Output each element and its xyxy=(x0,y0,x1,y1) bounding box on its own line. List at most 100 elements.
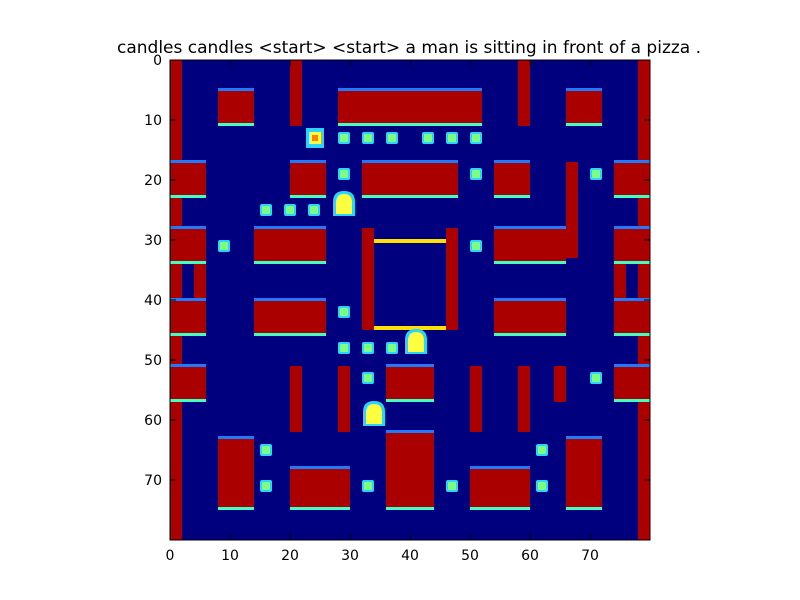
pellet xyxy=(448,134,456,142)
wall-block xyxy=(518,366,530,432)
x-tick-label: 20 xyxy=(281,548,299,564)
wall-block xyxy=(362,162,458,198)
pellet xyxy=(538,446,546,454)
wall-edge-bottom xyxy=(170,333,206,336)
wall-edge-bottom xyxy=(614,399,650,402)
y-axis: 0 10 20 30 40 50 60 70 xyxy=(144,53,650,489)
pellet xyxy=(538,482,546,490)
wall-block xyxy=(290,366,302,432)
wall-edge-top xyxy=(170,226,206,229)
maze-wall xyxy=(290,366,302,432)
x-axis: 0 10 20 30 40 50 60 70 xyxy=(166,60,599,564)
maze-wall xyxy=(254,298,326,336)
wall-block xyxy=(566,438,602,510)
maze-wall xyxy=(170,160,206,198)
ghost xyxy=(363,401,385,426)
maze-wall xyxy=(494,160,530,198)
wall-block xyxy=(170,300,206,336)
y-tick-label: 10 xyxy=(144,113,162,129)
wall-edge-bottom xyxy=(386,507,434,510)
wall-block xyxy=(338,90,482,126)
pellet xyxy=(340,134,348,142)
wall-edge-top xyxy=(494,298,566,301)
wall-edge-top xyxy=(614,298,650,301)
wall-edge-top xyxy=(566,436,602,439)
pellet xyxy=(262,446,270,454)
maze-wall xyxy=(170,364,206,402)
wall-block xyxy=(290,468,350,510)
maze-wall xyxy=(494,298,566,336)
wall-edge-bottom xyxy=(470,507,530,510)
wall-block xyxy=(254,300,326,336)
maze-wall xyxy=(470,466,530,510)
pellet xyxy=(340,344,348,352)
x-tick-label: 60 xyxy=(521,548,539,564)
pellet xyxy=(262,482,270,490)
x-tick-label: 30 xyxy=(341,548,359,564)
x-tick-label: 40 xyxy=(401,548,419,564)
ghost xyxy=(333,191,355,216)
wall-edge-top xyxy=(290,466,350,469)
pellet xyxy=(220,242,228,250)
wall-edge-bottom xyxy=(614,195,650,198)
wall-edge-bottom xyxy=(362,195,458,198)
maze-wall xyxy=(290,160,326,198)
y-tick-label: 40 xyxy=(144,293,162,309)
wall-edge-bottom xyxy=(290,507,350,510)
pellet xyxy=(286,206,294,214)
ghost-house-edge-top xyxy=(374,239,446,243)
y-tick-label: 20 xyxy=(144,173,162,189)
pellet xyxy=(310,206,318,214)
wall-edge-top xyxy=(470,466,530,469)
wall-edge-bottom xyxy=(254,261,326,264)
wall-edge-bottom xyxy=(566,507,602,510)
maze-wall xyxy=(614,364,650,402)
wall-block xyxy=(494,162,530,198)
y-tick-label: 50 xyxy=(144,353,162,369)
pellet xyxy=(472,242,480,250)
wall-block xyxy=(386,432,434,510)
wall-edge-top xyxy=(254,226,326,229)
x-tick-label: 50 xyxy=(461,548,479,564)
maze-wall xyxy=(170,226,206,264)
wall-edge-bottom xyxy=(254,333,326,336)
wall-edge-bottom xyxy=(566,123,602,126)
maze-wall xyxy=(218,436,254,510)
wall-edge-top xyxy=(218,88,254,91)
wall-edge-bottom xyxy=(614,333,650,336)
maze-wall xyxy=(518,60,530,126)
wall-block xyxy=(170,228,206,264)
y-tick-label: 30 xyxy=(144,233,162,249)
maze-wall xyxy=(566,88,602,126)
pellet xyxy=(262,206,270,214)
wall-block xyxy=(290,162,326,198)
wall-block xyxy=(554,366,566,402)
wall-edge-top xyxy=(494,160,530,163)
wall-block xyxy=(386,366,434,402)
wall-edge-top xyxy=(614,160,650,163)
wall-edge-top xyxy=(170,364,206,367)
ghost xyxy=(405,329,427,354)
plot-title: candles candles <start> <start> a man is… xyxy=(117,38,701,58)
game-frame-image xyxy=(170,60,650,540)
wall-block xyxy=(290,60,302,126)
wall-edge-top xyxy=(494,226,566,229)
maze-wall xyxy=(554,366,566,402)
maze-wall xyxy=(338,88,482,126)
ghost-body xyxy=(408,332,424,352)
wall-edge-top xyxy=(218,436,254,439)
pellet xyxy=(592,170,600,178)
wall-edge-top xyxy=(338,88,482,91)
wall-block xyxy=(362,228,374,330)
maze-wall xyxy=(614,226,650,264)
x-tick-label: 10 xyxy=(221,548,239,564)
wall-edge-top xyxy=(290,160,326,163)
wall-edge-bottom xyxy=(170,261,206,264)
maze-wall xyxy=(470,366,482,432)
ghost-house xyxy=(374,240,446,330)
wall-edge-bottom xyxy=(170,399,206,402)
y-tick-label: 0 xyxy=(153,53,162,69)
wall-block xyxy=(614,366,650,402)
wall-edge-top xyxy=(254,298,326,301)
